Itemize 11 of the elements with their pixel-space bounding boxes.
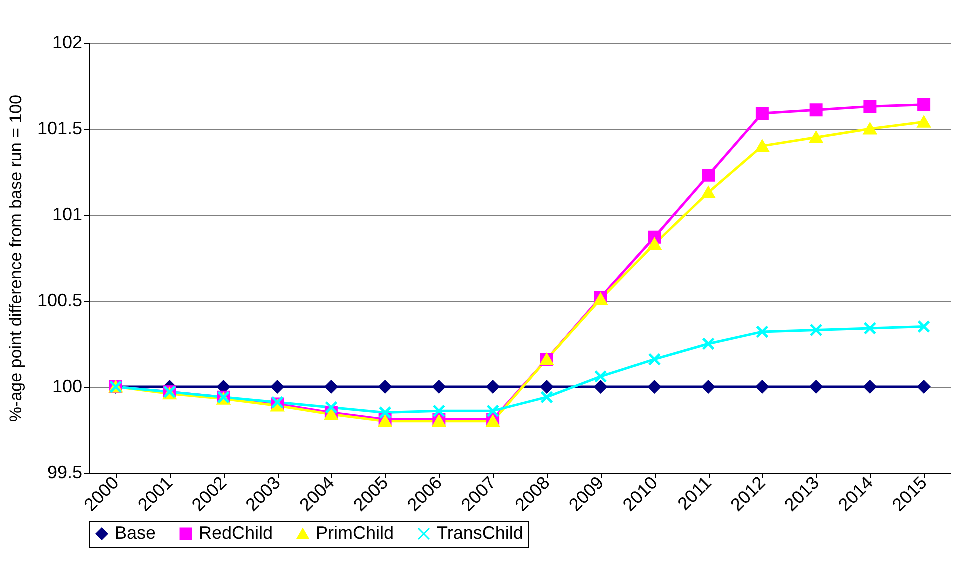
legend-label: TransChild	[437, 523, 524, 543]
y-tick-label: 100.5	[37, 290, 82, 310]
y-tick-label: 100	[52, 376, 82, 396]
y-axis-title: %-age point difference from base run = 100	[6, 94, 26, 422]
legend-label: RedChild	[199, 523, 274, 543]
legend-label: PrimChild	[316, 523, 394, 543]
y-tick-label: 102	[52, 32, 82, 52]
y-tick-label: 101.5	[37, 118, 82, 138]
y-tick-label: 101	[52, 204, 82, 224]
y-tick-label: 99.5	[47, 462, 82, 482]
legend-label: Base	[115, 523, 156, 543]
